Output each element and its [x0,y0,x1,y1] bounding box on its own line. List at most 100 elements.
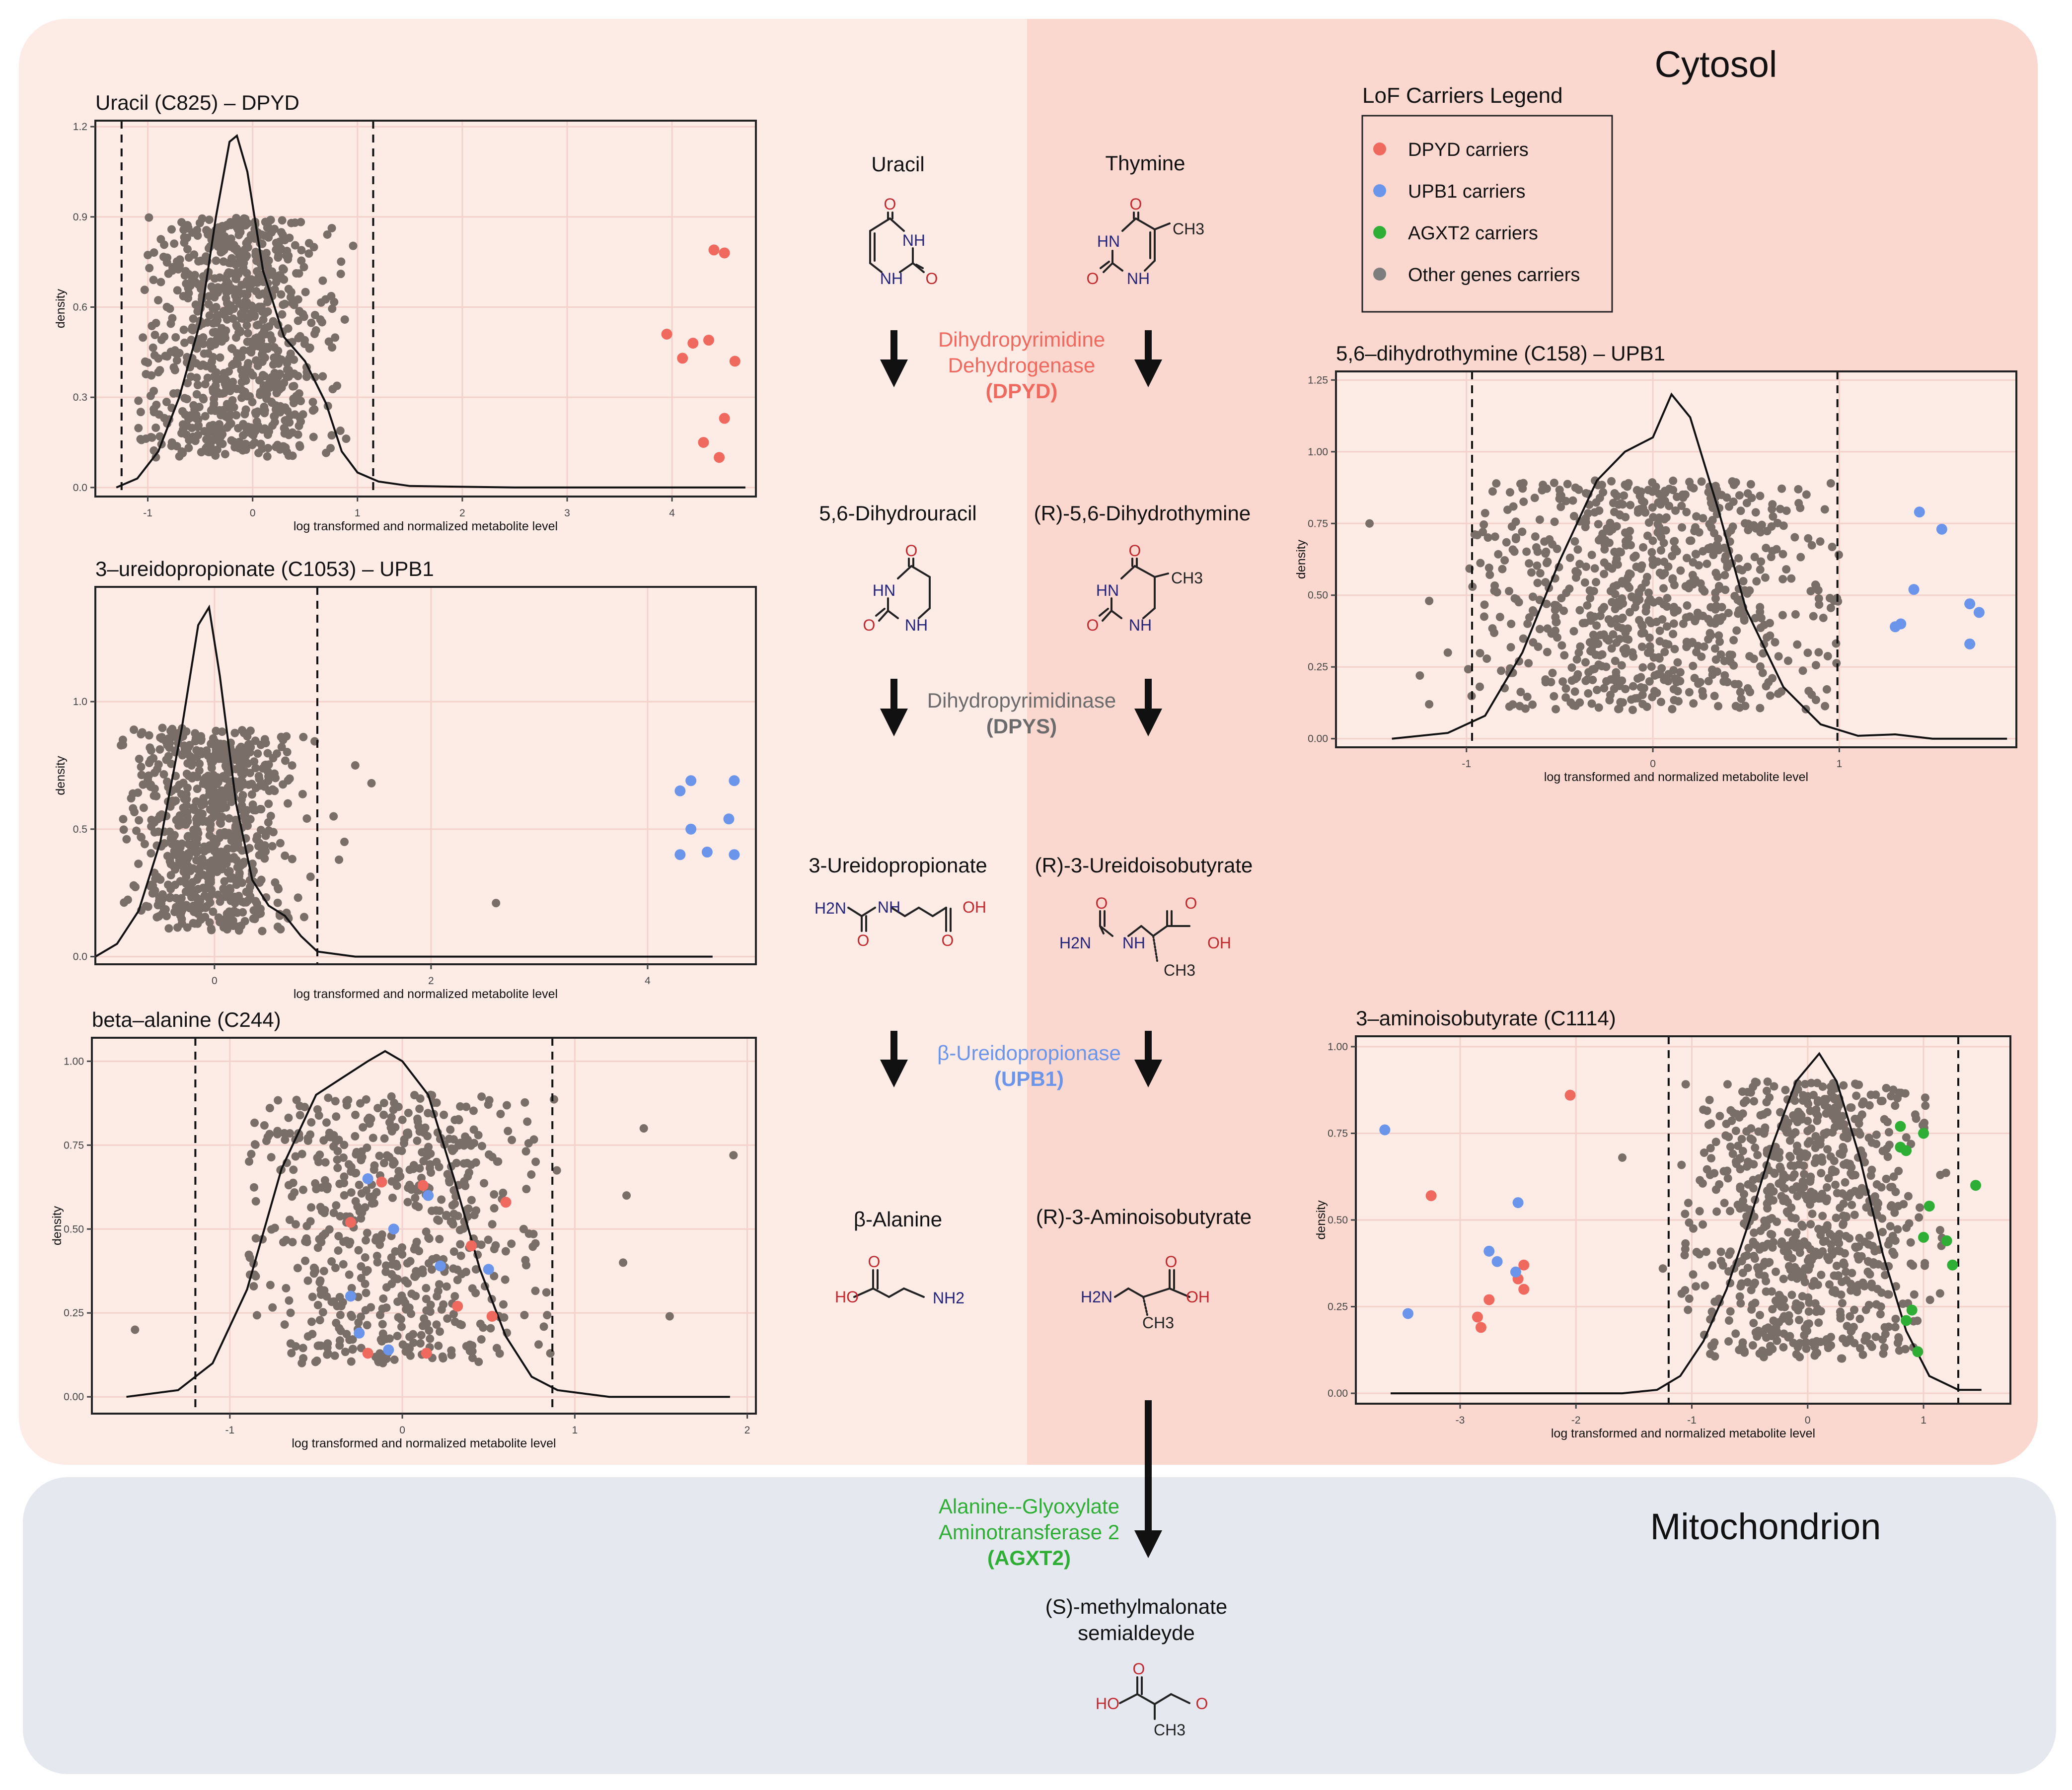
data-point-other [164,924,173,933]
data-point-dpyd-carrier [1483,1294,1495,1305]
data-point-other [304,249,313,258]
data-point-other [183,379,192,388]
legend-item-label: UPB1 carriers [1408,181,1526,202]
data-point-other [1684,1199,1693,1208]
data-point-other [229,874,238,883]
data-point-other [435,1162,444,1171]
data-point-other [175,255,184,264]
data-point-other [1820,505,1829,514]
data-point-agxt2-carrier [1901,1315,1912,1326]
data-point-other [1592,621,1601,630]
data-point-other [490,1204,499,1213]
data-point-other [1837,1290,1846,1299]
y-axis-label: density [1314,1200,1328,1240]
uracil-atom-o: O [926,270,938,287]
data-point-other [324,1093,333,1102]
data-point-upb1-carrier [354,1327,365,1339]
data-point-other [1787,1290,1796,1299]
data-point-other [225,777,234,786]
data-point-other [216,748,225,757]
data-point-other [1809,1090,1818,1099]
data-point-other [1726,1142,1735,1151]
data-point-other [1768,1214,1776,1223]
data-point-dpyd-carrier [452,1300,463,1312]
data-point-other [420,1314,429,1323]
data-point-other [1704,677,1713,686]
data-point-other [221,412,230,421]
data-point-other [245,1253,254,1262]
data-point-upb1-carrier [483,1264,494,1275]
data-point-other [1711,1138,1720,1146]
data-point-dpyd-carrier [1518,1284,1530,1295]
data-point-other [1882,1083,1891,1092]
data-point-other [159,770,168,779]
data-point-other [1779,1173,1788,1182]
data-point-other [1593,685,1602,694]
y-tick-label: 0.75 [64,1140,84,1151]
data-point-other [1746,480,1755,489]
data-point-other [274,1096,283,1105]
data-point-other [1522,547,1531,556]
data-point-other [1669,630,1678,639]
data-point-other [268,785,277,794]
data-point-other [1658,615,1667,624]
data-point-other [308,398,317,407]
data-point-other [1541,678,1550,687]
data-point-other [207,782,216,790]
data-point-other [150,868,159,877]
data-point-other [374,1358,383,1366]
data-point-other [1698,1179,1707,1188]
data-point-other [223,270,232,279]
aminoisobutyrate-atom-ch3: CH3 [1142,1314,1174,1332]
data-point-other [253,749,262,758]
data-point-other [1645,677,1654,686]
data-point-other [529,1135,538,1144]
data-point-other [521,1147,530,1156]
data-point-other [1659,538,1668,547]
data-point-other [1724,609,1733,618]
data-point-other [1854,1242,1863,1251]
data-point-other [170,908,179,917]
data-point-other [1589,631,1598,640]
data-point-other [1801,1264,1810,1273]
data-point-other [531,1157,540,1166]
data-point-other [1860,1158,1869,1167]
data-point-other [1692,550,1701,559]
data-point-other [1710,692,1719,701]
data-point-other [227,794,236,803]
data-point-other [1836,1247,1845,1256]
data-point-other [252,1311,261,1320]
data-point-other [276,925,285,933]
data-point-other [1561,693,1570,702]
data-point-other [1890,1208,1899,1217]
data-point-other [144,771,153,780]
data-point-other [347,1357,356,1366]
data-point-upb1-carrier [729,775,740,787]
data-point-other [1803,1116,1812,1125]
data-point-other [379,1110,388,1119]
data-point-other [1626,501,1635,509]
data-point-other [1681,1080,1690,1089]
data-point-other [1561,497,1570,505]
data-point-other [263,452,272,461]
data-point-other [1806,587,1815,596]
data-point-other [308,1292,317,1301]
data-point-other [216,795,225,804]
data-point-other [296,442,304,451]
data-point-other [250,1183,259,1192]
data-point-other [1784,1228,1793,1237]
data-point-other [1690,526,1699,535]
data-point-other [134,859,143,868]
data-point-other [1523,619,1532,628]
data-point-other [354,1292,363,1301]
data-point-other [303,1136,312,1145]
data-point-other [1738,1146,1747,1155]
data-point-other [1596,534,1605,543]
data-point-other [471,1265,480,1274]
data-point-other [209,813,218,822]
data-point-other [1660,515,1669,524]
data-point-other [1739,576,1748,585]
data-point-other [292,1342,300,1351]
data-point-other [1633,508,1642,517]
data-point-other [461,1268,470,1277]
